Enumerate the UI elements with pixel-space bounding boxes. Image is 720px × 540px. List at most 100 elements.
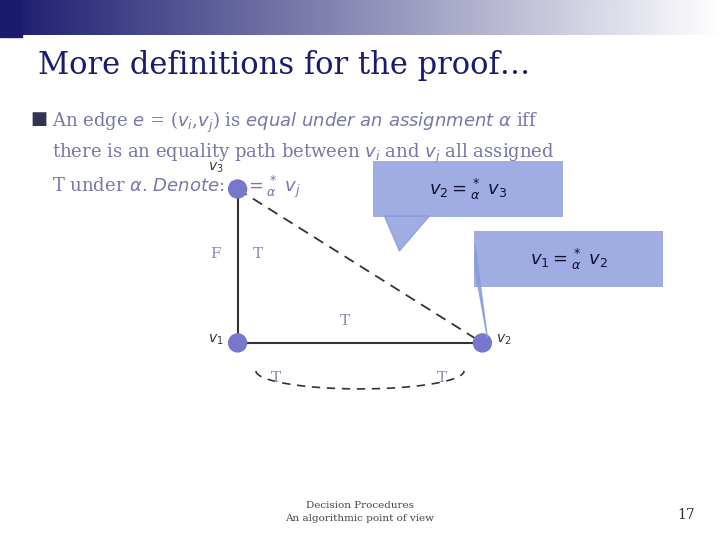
- Bar: [680, 0, 684, 35]
- Bar: [468, 0, 472, 35]
- Bar: [382, 0, 385, 35]
- Bar: [666, 0, 670, 35]
- Bar: [338, 0, 342, 35]
- Bar: [508, 0, 511, 35]
- Bar: [14, 0, 18, 35]
- Bar: [598, 0, 601, 35]
- Bar: [7, 0, 11, 35]
- Bar: [349, 0, 353, 35]
- Bar: [688, 0, 691, 35]
- Bar: [594, 0, 598, 35]
- Bar: [72, 0, 76, 35]
- Bar: [385, 0, 389, 35]
- Bar: [396, 0, 400, 35]
- Bar: [515, 0, 518, 35]
- Bar: [65, 0, 68, 35]
- Bar: [11, 0, 14, 35]
- Bar: [4, 0, 7, 35]
- Bar: [47, 0, 50, 35]
- Bar: [36, 0, 40, 35]
- Bar: [248, 0, 252, 35]
- Bar: [554, 0, 558, 35]
- Bar: [511, 0, 515, 35]
- Bar: [299, 0, 302, 35]
- Bar: [148, 0, 151, 35]
- Text: T: T: [437, 371, 447, 385]
- Bar: [122, 0, 126, 35]
- Bar: [169, 0, 173, 35]
- Bar: [202, 0, 205, 35]
- Bar: [133, 0, 137, 35]
- Polygon shape: [475, 246, 487, 338]
- Bar: [108, 0, 112, 35]
- Bar: [374, 0, 378, 35]
- Bar: [223, 0, 227, 35]
- Bar: [32, 0, 36, 35]
- Bar: [616, 0, 619, 35]
- Bar: [320, 0, 324, 35]
- Bar: [43, 0, 47, 35]
- Bar: [277, 0, 281, 35]
- Bar: [583, 0, 587, 35]
- Bar: [76, 0, 79, 35]
- Bar: [241, 0, 245, 35]
- Bar: [176, 0, 180, 35]
- Bar: [684, 0, 688, 35]
- Bar: [619, 0, 623, 35]
- Bar: [101, 0, 104, 35]
- Bar: [356, 0, 360, 35]
- Bar: [497, 0, 500, 35]
- Bar: [259, 0, 263, 35]
- Bar: [551, 0, 554, 35]
- Text: Decision Procedures
An algorithmic point of view: Decision Procedures An algorithmic point…: [286, 501, 434, 523]
- Bar: [227, 0, 230, 35]
- Bar: [472, 0, 475, 35]
- Bar: [436, 0, 439, 35]
- Bar: [173, 0, 176, 35]
- Bar: [306, 0, 310, 35]
- Bar: [569, 0, 572, 35]
- Bar: [655, 0, 659, 35]
- Bar: [670, 0, 673, 35]
- Bar: [61, 0, 65, 35]
- Bar: [25, 0, 29, 35]
- Bar: [209, 0, 212, 35]
- Bar: [662, 0, 666, 35]
- Bar: [230, 0, 234, 35]
- Bar: [22, 0, 25, 35]
- Bar: [342, 0, 346, 35]
- Bar: [328, 0, 331, 35]
- Text: T: T: [253, 247, 263, 261]
- Bar: [518, 0, 522, 35]
- Bar: [446, 0, 450, 35]
- Text: T: T: [340, 314, 350, 328]
- Text: More definitions for the proof…: More definitions for the proof…: [38, 50, 530, 81]
- Bar: [187, 0, 191, 35]
- Bar: [601, 0, 605, 35]
- Bar: [270, 0, 274, 35]
- Bar: [450, 0, 454, 35]
- Bar: [612, 0, 616, 35]
- Text: there is an equality path between $v_i$ and $v_j$ all assigned: there is an equality path between $v_i$ …: [52, 142, 554, 166]
- Bar: [310, 0, 313, 35]
- Bar: [324, 0, 328, 35]
- Bar: [479, 0, 482, 35]
- Bar: [79, 0, 83, 35]
- Bar: [90, 0, 94, 35]
- Bar: [364, 0, 367, 35]
- Bar: [288, 0, 292, 35]
- Bar: [464, 0, 468, 35]
- Bar: [605, 0, 608, 35]
- Bar: [115, 0, 119, 35]
- Bar: [144, 0, 148, 35]
- Bar: [130, 0, 133, 35]
- Bar: [18, 0, 22, 35]
- Bar: [317, 0, 320, 35]
- Bar: [432, 0, 436, 35]
- Bar: [389, 0, 392, 35]
- Bar: [443, 0, 446, 35]
- Bar: [677, 0, 680, 35]
- Polygon shape: [384, 216, 429, 251]
- Bar: [457, 0, 461, 35]
- Bar: [540, 0, 544, 35]
